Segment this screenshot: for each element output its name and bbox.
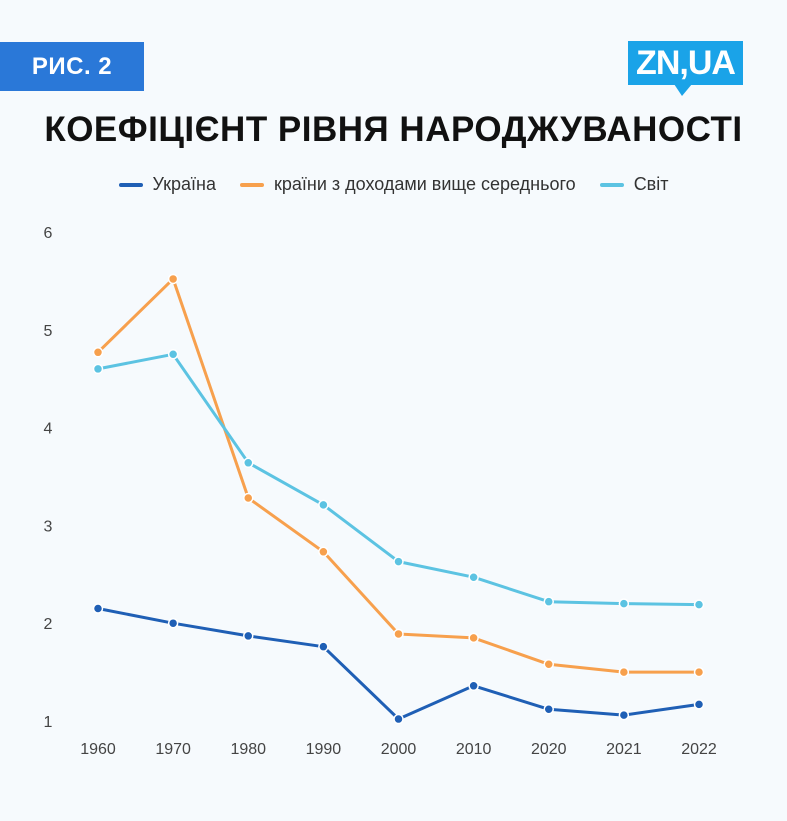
y-tick-label: 6 — [44, 225, 53, 242]
data-point-0 — [318, 641, 329, 652]
y-tick-label: 1 — [44, 714, 53, 731]
data-point-2 — [167, 349, 179, 360]
legend-label-upper-middle-income: країни з доходами вище середнього — [273, 174, 576, 194]
legend-label-ukraine: Україна — [152, 174, 216, 194]
data-point-2 — [618, 598, 630, 609]
data-point-2 — [318, 499, 329, 511]
data-point-2 — [468, 571, 479, 583]
legend-item-ukraine: Україна — [118, 174, 216, 195]
data-point-1 — [618, 666, 630, 678]
x-tick-label: 2020 — [531, 741, 567, 758]
data-point-1 — [92, 347, 104, 358]
data-point-0 — [468, 680, 479, 692]
y-tick-label: 4 — [44, 421, 53, 438]
x-tick-label: 2000 — [381, 741, 417, 758]
y-tick-label: 3 — [44, 518, 53, 535]
zn-ua-logo: ZN,UA — [628, 41, 743, 85]
data-point-1 — [693, 666, 705, 678]
data-point-1 — [468, 632, 479, 644]
data-point-0 — [693, 699, 705, 710]
legend-swatch-upper-middle-income — [239, 182, 264, 187]
series-line-1 — [96, 277, 701, 674]
y-tick-label: 2 — [44, 616, 53, 633]
data-point-2 — [393, 556, 404, 567]
data-point-1 — [243, 492, 254, 504]
figure-badge: РИС. 2 — [0, 42, 144, 91]
data-point-2 — [543, 596, 554, 607]
x-tick-label: 2022 — [681, 741, 717, 758]
data-point-0 — [243, 630, 254, 642]
y-tick-label: 5 — [44, 323, 53, 340]
data-point-2 — [693, 599, 705, 610]
series-line-2 — [96, 352, 701, 607]
x-tick-label: 1970 — [155, 741, 191, 758]
x-tick-label: 2021 — [606, 741, 642, 758]
legend-swatch-ukraine — [118, 182, 143, 187]
x-tick-label: 1980 — [230, 741, 266, 758]
x-tick-label: 1990 — [306, 741, 342, 758]
x-tick-label: 1960 — [80, 741, 116, 758]
legend-label-world: Світ — [633, 174, 669, 194]
data-point-1 — [318, 546, 329, 558]
chart-legend: Україна країни з доходами вище середньог… — [0, 174, 787, 195]
data-point-0 — [393, 713, 404, 725]
legend-swatch-world — [599, 182, 624, 187]
data-point-2 — [92, 363, 104, 375]
data-point-0 — [167, 617, 179, 629]
data-point-2 — [243, 457, 254, 469]
data-point-1 — [543, 659, 554, 670]
chart-title: КОЕФІЦІЄНТ РІВНЯ НАРОДЖУВАНОСТІ — [44, 110, 743, 149]
data-point-0 — [92, 603, 104, 614]
data-point-0 — [543, 704, 554, 715]
logo-speech-tail — [674, 84, 692, 96]
legend-item-world: Світ — [599, 174, 669, 195]
data-point-1 — [393, 628, 404, 640]
data-point-0 — [618, 709, 630, 721]
legend-item-upper-middle-income: країни з доходами вище середнього — [239, 174, 576, 195]
data-point-1 — [167, 273, 179, 285]
series-line-0 — [96, 607, 701, 721]
x-tick-label: 2010 — [456, 741, 492, 758]
